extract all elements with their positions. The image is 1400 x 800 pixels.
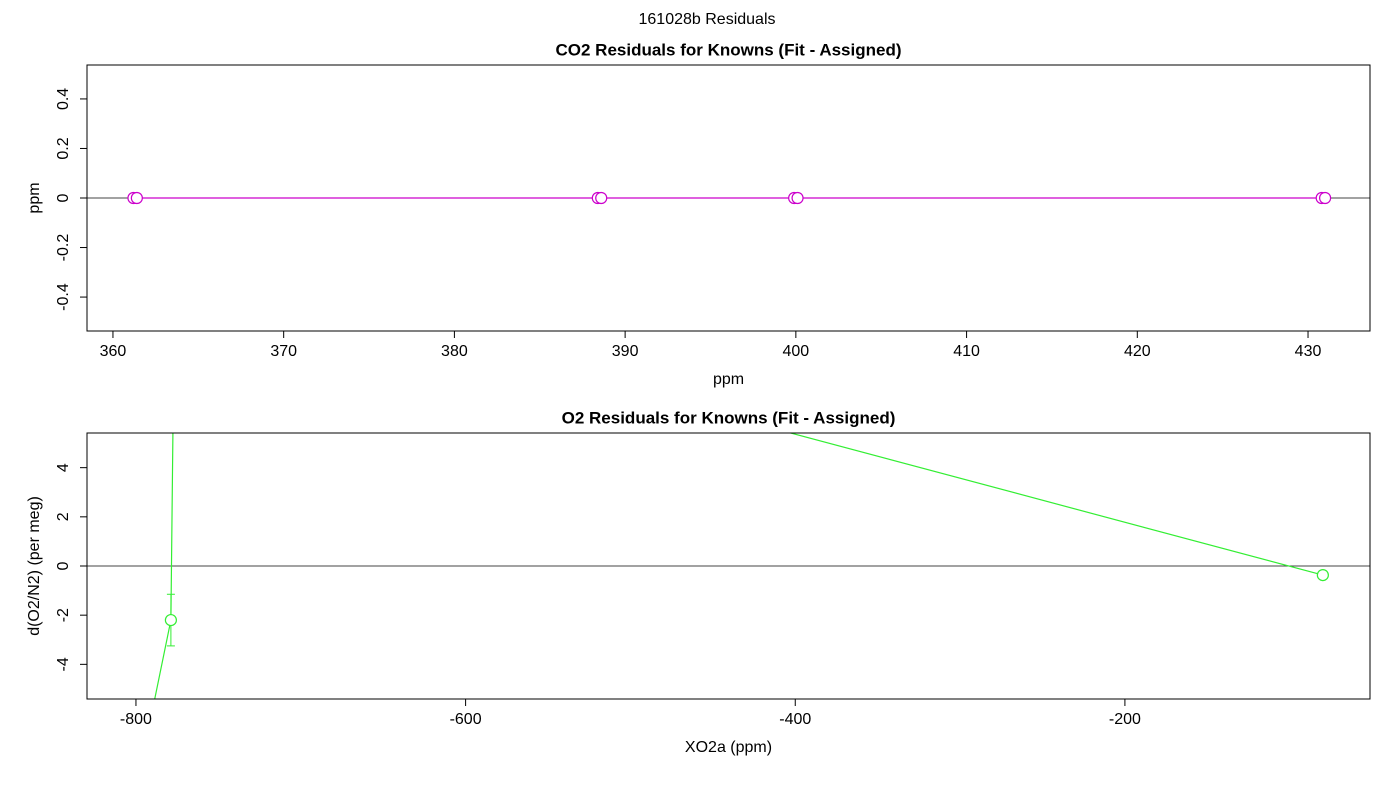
- plot-frame: [86, 64, 1371, 332]
- y-tick-label: -2: [55, 608, 72, 622]
- plot-area: [87, 191, 1370, 205]
- x-tick-label: 400: [782, 343, 809, 360]
- figure-title: 161028b Residuals: [639, 11, 776, 28]
- chart-title: O2 Residuals for Knowns (Fit - Assigned): [562, 408, 896, 427]
- point: [169, 263, 180, 274]
- x-tick-label: 420: [1124, 343, 1151, 360]
- x-tick-label: 410: [953, 343, 980, 360]
- y-axis-label: ppm: [26, 182, 43, 213]
- point: [1316, 568, 1329, 582]
- y-tick-label: 2: [55, 512, 72, 521]
- point: [1318, 191, 1332, 205]
- y-tick-label: 0: [55, 561, 72, 570]
- point: [791, 191, 804, 205]
- x-tick-label: 380: [441, 343, 468, 360]
- x-tick-label: 390: [612, 343, 639, 360]
- point: [164, 613, 177, 627]
- y-tick-label: 0.4: [55, 88, 72, 110]
- plot-frame: [86, 432, 1371, 700]
- point: [595, 191, 608, 205]
- y-tick-label: -0.2: [55, 234, 72, 262]
- series-line: [154, 433, 1324, 699]
- plot-area: [87, 263, 1370, 756]
- x-tick-label: 370: [270, 343, 297, 360]
- x-tick-label: 360: [100, 343, 127, 360]
- x-axis-label: XO2a (ppm): [685, 739, 772, 756]
- y-tick-label: 4: [55, 463, 72, 472]
- x-tick-label: -200: [1109, 711, 1141, 728]
- x-tick-label: -800: [120, 711, 152, 728]
- point: [130, 191, 143, 205]
- point: [139, 745, 150, 756]
- x-tick-label: 430: [1295, 343, 1322, 360]
- x-axis-label: ppm: [713, 371, 744, 388]
- x-tick-label: -600: [450, 711, 482, 728]
- y-axis-label: d(O2/N2) (per meg): [26, 496, 43, 636]
- y-tick-label: -4: [55, 657, 72, 671]
- chart-title: CO2 Residuals for Knowns (Fit - Assigned…: [555, 40, 901, 59]
- x-tick-label: -400: [779, 711, 811, 728]
- y-tick-label: -0.4: [55, 283, 72, 311]
- y-tick-label: 0.2: [55, 137, 72, 159]
- y-tick-label: 0: [55, 193, 72, 202]
